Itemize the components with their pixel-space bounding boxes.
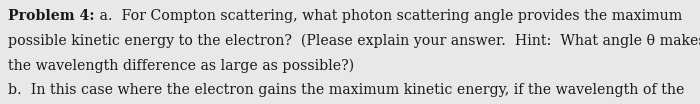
Text: Problem 4:: Problem 4: (8, 9, 95, 23)
Text: possible kinetic energy to the electron?  (Please explain your answer.  Hint:  W: possible kinetic energy to the electron?… (8, 34, 700, 48)
Text: b.  In this case where the electron gains the maximum kinetic energy, if the wav: b. In this case where the electron gains… (8, 83, 685, 97)
Text: a.  For Compton scattering, what photon scattering angle provides the maximum: a. For Compton scattering, what photon s… (95, 9, 682, 23)
Text: the wavelength difference as large as possible?): the wavelength difference as large as po… (8, 58, 354, 73)
